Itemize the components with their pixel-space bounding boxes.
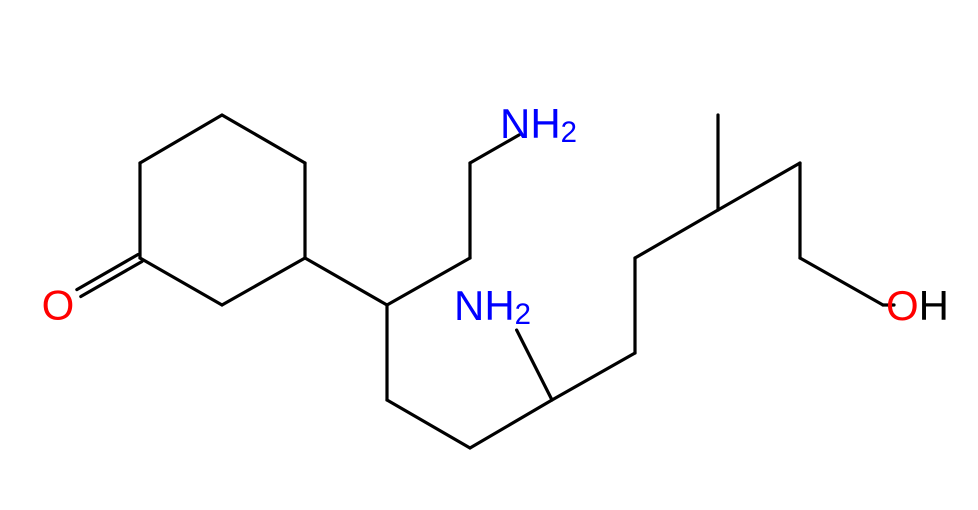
bond <box>718 163 800 210</box>
bond <box>387 400 470 448</box>
bond <box>800 258 883 305</box>
atom-label-N1: NH2 <box>500 100 577 149</box>
molecule-diagram: O NH2 NH2 OH <box>0 0 978 510</box>
bond <box>552 353 635 400</box>
bond <box>81 261 142 296</box>
bond <box>305 258 387 305</box>
bond <box>222 258 305 305</box>
atom-label-N2: NH2 <box>454 282 531 331</box>
atom-label-OH: OH <box>886 282 949 329</box>
bond <box>635 210 718 258</box>
bond <box>470 400 552 448</box>
bond <box>77 255 138 290</box>
bond <box>222 115 305 163</box>
bond <box>140 115 222 163</box>
bond <box>517 330 552 400</box>
atom-label-O1: O <box>42 282 75 329</box>
bond <box>140 258 222 305</box>
